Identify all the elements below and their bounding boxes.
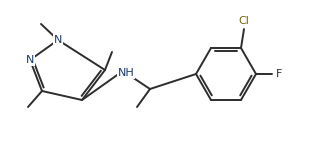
Text: N: N <box>54 35 62 45</box>
Text: N: N <box>26 55 34 65</box>
Text: F: F <box>276 69 282 79</box>
Text: Cl: Cl <box>238 16 249 26</box>
Text: NH: NH <box>118 68 134 78</box>
